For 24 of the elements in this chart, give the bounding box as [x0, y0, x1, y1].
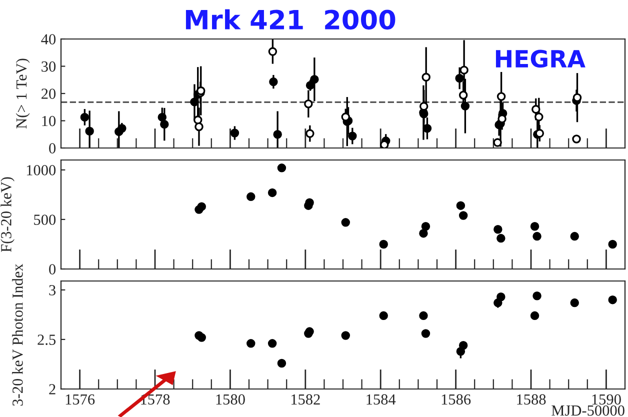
- annotation: HEGRA: [496, 50, 586, 68]
- y-tick-label: 1000: [26, 165, 56, 176]
- chart-title: Mrk 421 2000: [186, 9, 396, 30]
- y-tick-label: 2: [49, 384, 56, 394]
- x-tick-label: 1588: [517, 394, 546, 405]
- x-tick-label: 1586: [442, 394, 471, 405]
- x-tick-label: 1584: [366, 394, 396, 405]
- x-tick-label: 1582: [291, 394, 320, 405]
- x-tick-label: 1590: [592, 394, 621, 405]
- y-tick-label: 500: [34, 214, 56, 225]
- y-tick-label: 40: [41, 34, 56, 44]
- x-tick-label: 1580: [216, 394, 245, 405]
- y-axis-title: 3-20 keV Photon Index: [12, 264, 23, 406]
- y-axis-title: F(3-20 keV): [0, 177, 14, 252]
- y-tick-label: 10: [42, 116, 56, 126]
- x-axis-title: MJD-50000: [552, 405, 624, 416]
- y-tick-label: 3: [49, 285, 56, 296]
- y-tick-label: 0: [49, 264, 56, 274]
- y-tick-label: 30: [42, 61, 56, 72]
- y-tick-label: 2.5: [38, 334, 56, 345]
- y-axis-title: N(> 1 TeV): [16, 58, 30, 129]
- y-tick-label: 20: [42, 88, 56, 99]
- y-tick-label: 0: [49, 143, 56, 154]
- x-tick-label: 1576: [66, 394, 95, 405]
